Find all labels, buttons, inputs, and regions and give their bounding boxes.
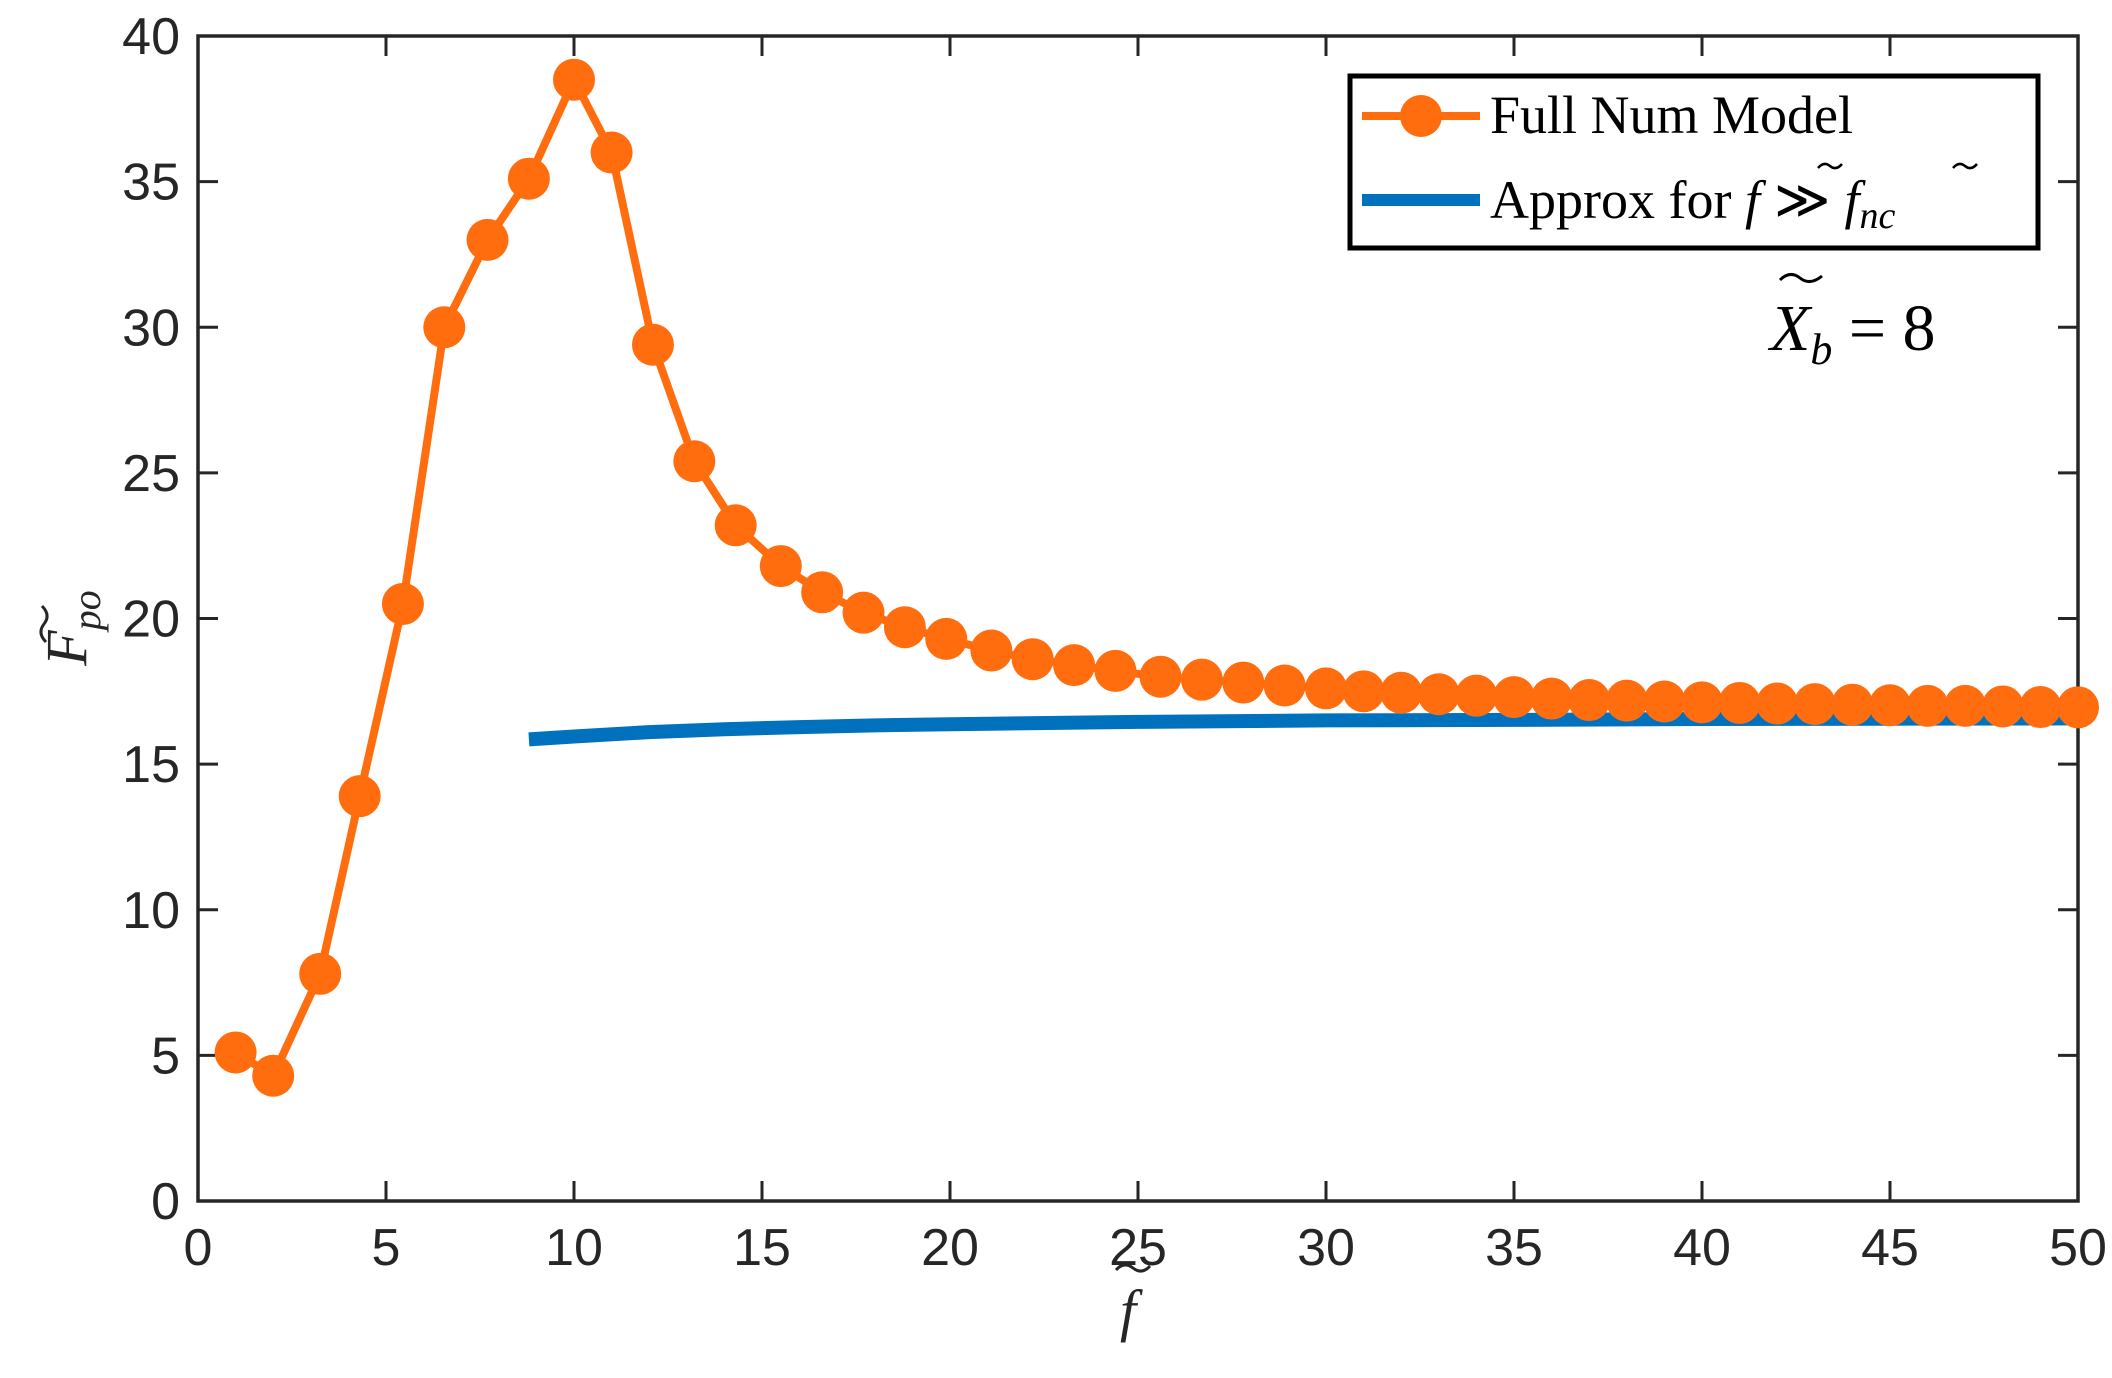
annotation-text: Xb = 8 xyxy=(1767,292,1936,374)
full-model-point xyxy=(925,617,968,660)
legend-box xyxy=(1347,73,2041,251)
x-tick-label: 20 xyxy=(921,1219,979,1277)
full-model-point xyxy=(1681,681,1723,724)
full-model-point xyxy=(1944,684,1987,727)
full-model-point xyxy=(970,629,1013,672)
legend-label-full-model: Full Num Model xyxy=(1490,85,1853,145)
legend-marker-full-model xyxy=(1400,95,1442,137)
y-axis-label: Fpo xyxy=(34,590,109,666)
annotation: Xb = 8 xyxy=(1767,273,1936,374)
y-tick-label: 15 xyxy=(122,736,180,794)
full-model-point xyxy=(1380,671,1423,714)
y-axis-label-sub: po xyxy=(64,590,109,633)
full-model-point xyxy=(252,1054,295,1097)
y-tick-label: 30 xyxy=(122,299,180,357)
full-model-point xyxy=(1305,667,1347,710)
full-model-point xyxy=(1530,677,1573,720)
legend-approx-sub: nc xyxy=(1860,195,1896,237)
annotation-rest: = 8 xyxy=(1832,292,1935,365)
full-model-point xyxy=(1906,684,1949,727)
y-tick-label: 5 xyxy=(151,1027,180,1085)
full-model-point xyxy=(299,952,342,995)
full-model-point xyxy=(2019,686,2062,729)
full-model-point xyxy=(1417,673,1460,716)
annotation-main: X xyxy=(1767,292,1813,365)
full-model-point xyxy=(466,218,509,261)
full-model-point xyxy=(1605,679,1648,722)
legend-approx-rel: ≫ xyxy=(1774,170,1831,230)
x-label-tilde xyxy=(1114,1263,1152,1273)
axis-ticks xyxy=(196,34,2080,1203)
x-tick-label: 50 xyxy=(2049,1219,2107,1277)
full-model-point xyxy=(553,58,595,101)
full-model-point xyxy=(1053,644,1096,687)
y-tick-label: 25 xyxy=(122,445,180,503)
svg-text:f: f xyxy=(1120,1278,1143,1343)
full-model-point xyxy=(1222,661,1265,704)
y-label-tilde xyxy=(39,604,49,644)
x-tick-label: 5 xyxy=(372,1219,401,1277)
full-model-point xyxy=(714,504,757,547)
y-tick-label: 40 xyxy=(122,8,180,66)
full-model-point xyxy=(423,306,466,349)
full-model-point xyxy=(507,157,550,200)
x-tick-label: 15 xyxy=(733,1219,791,1277)
full-model-point xyxy=(631,323,674,366)
legend-entry-full-model: Full Num Model xyxy=(1362,85,1853,145)
full-model-point xyxy=(1094,649,1137,692)
full-model-point xyxy=(673,440,716,483)
legend: Full Num Model Approx for f ≫ fnc xyxy=(1347,73,2041,251)
legend-entry-approx: Approx for f ≫ fnc xyxy=(1362,162,1978,237)
full-model-point xyxy=(1869,684,1911,727)
annotation-sub: b xyxy=(1810,325,1832,374)
full-model-point xyxy=(1139,655,1182,698)
y-tick-label: 0 xyxy=(151,1173,180,1231)
legend-tilde-2 xyxy=(1952,162,1978,170)
svg-text:Fpo: Fpo xyxy=(34,590,109,666)
full-model-point xyxy=(1455,674,1498,717)
full-model-point xyxy=(883,606,926,649)
y-tick-label: 35 xyxy=(122,154,180,212)
full-model-point xyxy=(801,571,844,614)
full-model-point xyxy=(2057,686,2099,729)
full-model-point xyxy=(381,582,424,625)
x-tick-label: 30 xyxy=(1297,1219,1355,1277)
x-tick-label: 40 xyxy=(1673,1219,1731,1277)
full-model-point xyxy=(1756,682,1799,725)
full-model-point xyxy=(1568,679,1611,722)
annotation-tilde xyxy=(1778,273,1823,283)
x-tick-label: 45 xyxy=(1861,1219,1919,1277)
x-tick-label: 10 xyxy=(545,1219,603,1277)
full-model-point xyxy=(1011,638,1054,681)
legend-label-approx: Approx for f ≫ fnc xyxy=(1490,170,1896,237)
full-model-point xyxy=(1981,685,2024,728)
x-axis-label-text: f xyxy=(1120,1278,1143,1343)
x-tick-label: 35 xyxy=(1485,1219,1543,1277)
full-model-point xyxy=(1342,670,1385,713)
series-layer xyxy=(214,58,2099,1097)
full-model-point xyxy=(1643,680,1686,723)
y-tick-label: 20 xyxy=(122,591,180,649)
full-model-point xyxy=(842,591,885,634)
legend-approx-prefix: Approx for xyxy=(1490,170,1745,230)
y-tick-label: 10 xyxy=(122,882,180,940)
full-model-point xyxy=(1263,664,1306,707)
full-model-point xyxy=(214,1031,257,1074)
full-model-point xyxy=(1793,683,1836,726)
full-model-point xyxy=(759,545,802,588)
y-tick-labels: 0 5 10 15 20 25 30 35 40 xyxy=(122,8,180,1231)
full-model-point xyxy=(1180,658,1223,701)
x-tick-label: 0 xyxy=(184,1219,213,1277)
y-axis-label-text: F xyxy=(34,630,99,667)
full-model-point xyxy=(590,131,633,174)
series-full-model xyxy=(214,58,2099,1097)
full-model-point xyxy=(338,775,381,818)
legend-tilde-1 xyxy=(1817,162,1843,170)
full-model-point xyxy=(1718,681,1761,724)
full-model-point xyxy=(1831,683,1874,726)
full-model-point xyxy=(1493,676,1535,719)
